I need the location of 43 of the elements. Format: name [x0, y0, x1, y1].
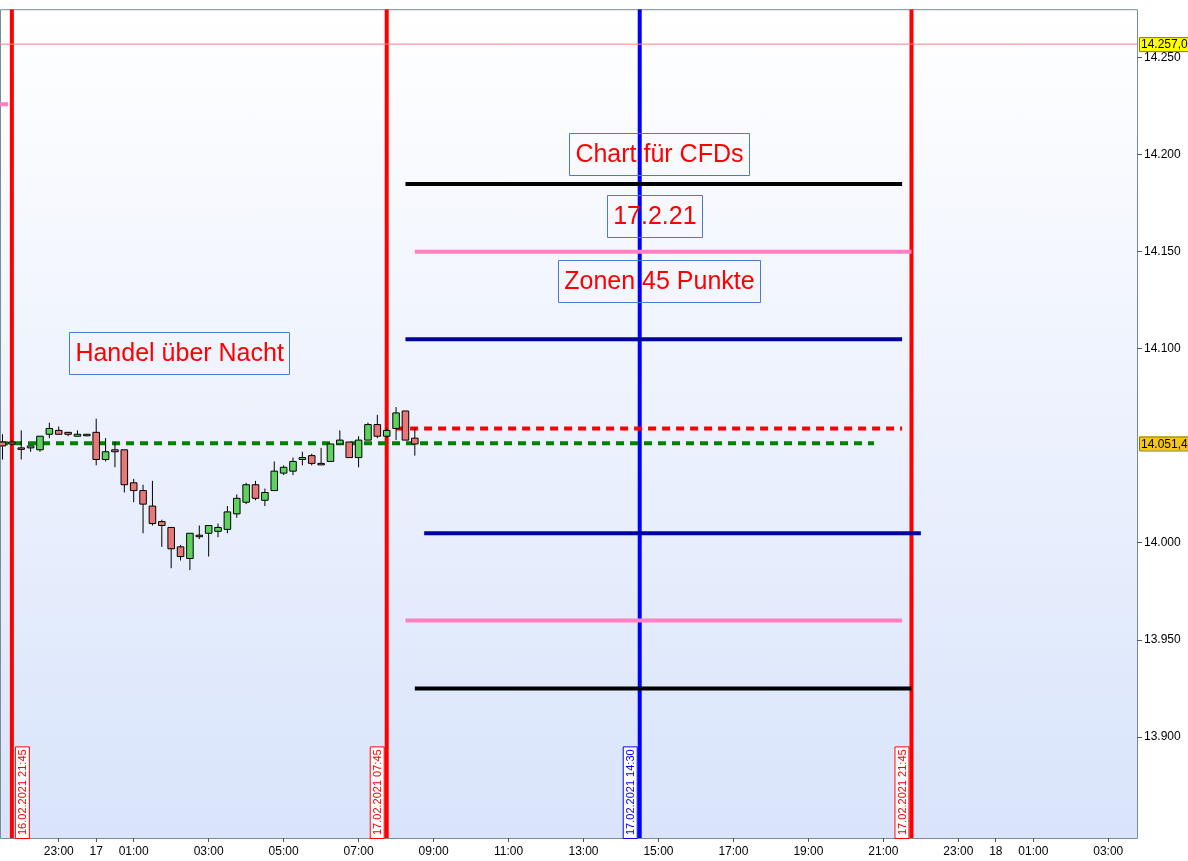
- ref-line-label: 17.02.2021 21:45: [895, 749, 908, 835]
- candlestick: [411, 427, 419, 457]
- annotation: Handel über Nacht: [75, 338, 284, 367]
- x-tick-label: 05:00: [268, 843, 299, 858]
- ref-line-label: 16.02.2021 21:45: [15, 749, 28, 835]
- ref-line-label: 14.257,0: [1141, 37, 1188, 52]
- text: 14.051,4: [1141, 436, 1188, 451]
- x-tick-label: 11:00: [493, 843, 524, 858]
- x-tick-label: 01:00: [118, 843, 150, 858]
- annotation: Chart für CFDs: [575, 139, 744, 168]
- y-tick-label: 14.250: [1144, 50, 1182, 65]
- x-tick-label: 13:00: [568, 843, 599, 858]
- annotation: Zonen 45 Punkte: [564, 265, 755, 294]
- candlestick: [158, 519, 166, 548]
- y-tick-label: 13.900: [1144, 729, 1182, 744]
- candlestick: [167, 526, 175, 569]
- x-tick-label: 23:00: [43, 843, 75, 858]
- y-tick-label: 14.000: [1144, 535, 1182, 550]
- candlestick: [251, 480, 260, 501]
- candlestick: [148, 480, 157, 526]
- x-tick-label: 01:00: [1018, 843, 1049, 858]
- x-tick-label: 21:00: [868, 843, 899, 858]
- y-tick-label: 14.150: [1144, 244, 1182, 259]
- candlestick: [261, 488, 269, 507]
- x-tick-label: 17:00: [718, 843, 749, 858]
- x-tick-label: 18: [989, 843, 1003, 858]
- candlestick: [270, 460, 279, 492]
- ref-line-label: 17.02.2021 07:45: [370, 749, 383, 835]
- x-tick-label: 03:00: [1093, 843, 1124, 858]
- y-tick-label: 14.100: [1144, 341, 1182, 356]
- candlestick: [392, 406, 400, 441]
- x-tick-label: 17: [89, 843, 104, 858]
- x-tick-label: 15:00: [643, 843, 674, 858]
- x-tick-label: 19:00: [793, 843, 824, 858]
- x-tick-label: 03:00: [193, 843, 224, 858]
- ref-line-label: 17.02.2021 14:30: [623, 749, 636, 835]
- y-tick-label: 13.950: [1144, 632, 1182, 647]
- candlestick: [17, 429, 26, 461]
- x-tick-label: 23:00: [943, 843, 974, 858]
- y-tick-label: 14.200: [1144, 147, 1182, 162]
- x-tick-label: 07:00: [343, 843, 374, 858]
- x-tick-label: 09:00: [418, 843, 449, 858]
- candlestick: [0, 433, 7, 461]
